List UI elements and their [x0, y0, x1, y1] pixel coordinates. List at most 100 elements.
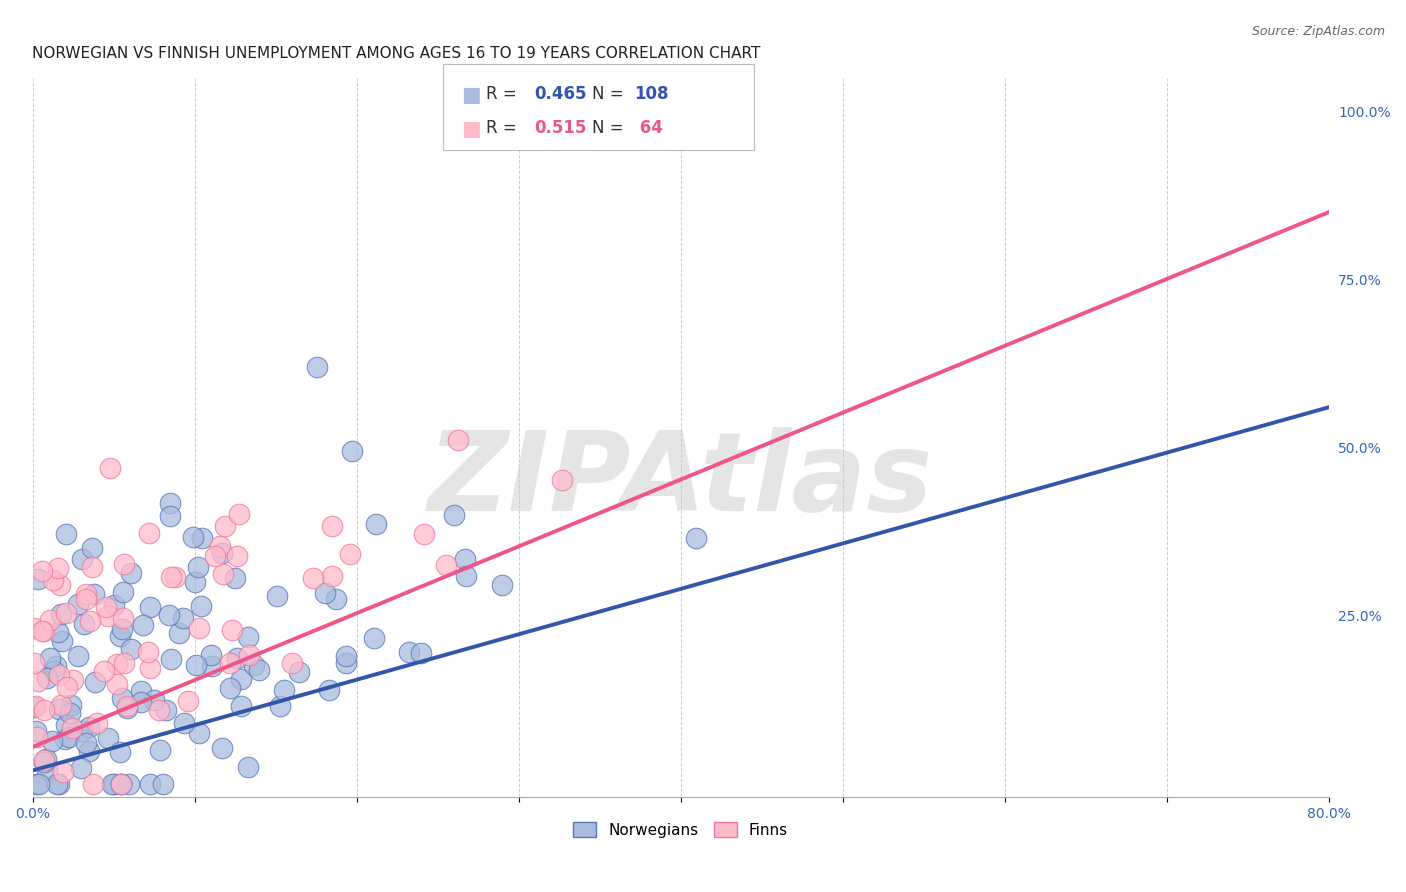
Point	[59, 706, 82, 720]
Text: N =: N =	[592, 85, 628, 103]
Text: 0.515: 0.515	[534, 119, 586, 136]
Point	[103, 598, 125, 612]
Point	[118, 777, 141, 791]
Point	[46, 624, 69, 639]
Point	[155, 703, 177, 717]
Point	[273, 682, 295, 697]
Point	[24, 723, 46, 738]
Point	[211, 567, 233, 582]
Point	[218, 681, 240, 695]
Point	[110, 629, 132, 643]
Text: R =: R =	[486, 85, 523, 103]
Point	[138, 526, 160, 541]
Point	[98, 460, 121, 475]
Point	[201, 659, 224, 673]
Point	[49, 607, 72, 621]
Point	[27, 572, 49, 586]
Point	[27, 673, 49, 688]
Point	[110, 777, 132, 791]
Point	[32, 755, 55, 769]
Point	[685, 531, 707, 545]
Point	[152, 777, 174, 791]
Point	[34, 752, 56, 766]
Point	[46, 561, 69, 575]
Text: 64: 64	[634, 119, 664, 136]
Point	[110, 777, 132, 791]
Point	[77, 720, 100, 734]
Point	[62, 673, 84, 687]
Point	[211, 546, 233, 560]
Point	[66, 597, 89, 611]
Point	[139, 600, 162, 615]
Point	[172, 610, 194, 624]
Point	[143, 692, 166, 706]
Text: ■: ■	[461, 85, 481, 104]
Point	[339, 547, 361, 561]
Point	[187, 560, 209, 574]
Point	[221, 623, 243, 637]
Point	[82, 777, 104, 791]
Point	[101, 777, 124, 791]
Point	[55, 718, 77, 732]
Point	[67, 649, 90, 664]
Point	[446, 433, 468, 447]
Point	[42, 665, 65, 679]
Point	[58, 730, 80, 744]
Point	[94, 599, 117, 614]
Point	[225, 651, 247, 665]
Point	[314, 585, 336, 599]
Point	[398, 645, 420, 659]
Point	[409, 646, 432, 660]
Point	[266, 590, 288, 604]
Point	[48, 578, 70, 592]
Text: ■: ■	[461, 119, 481, 138]
Point	[48, 777, 70, 791]
Point	[55, 526, 77, 541]
Point	[70, 761, 93, 775]
Point	[60, 698, 83, 713]
Point	[84, 674, 107, 689]
Point	[53, 731, 76, 746]
Point	[335, 649, 357, 664]
Point	[242, 657, 264, 672]
Point	[115, 699, 138, 714]
Point	[80, 541, 103, 556]
Point	[443, 508, 465, 523]
Point	[434, 558, 457, 572]
Point	[39, 651, 62, 665]
Point	[238, 648, 260, 662]
Point	[22, 700, 45, 714]
Point	[75, 736, 97, 750]
Point	[229, 699, 252, 714]
Point	[325, 592, 347, 607]
Point	[42, 573, 65, 587]
Text: 108: 108	[634, 85, 669, 103]
Point	[97, 608, 120, 623]
Point	[129, 684, 152, 698]
Point	[72, 617, 94, 632]
Point	[131, 695, 153, 709]
Point	[112, 585, 135, 599]
Point	[551, 473, 574, 487]
Point	[32, 753, 55, 767]
Point	[186, 658, 208, 673]
Point	[190, 599, 212, 614]
Point	[132, 617, 155, 632]
Point	[48, 668, 70, 682]
Text: N =: N =	[592, 119, 628, 136]
Point	[51, 634, 73, 648]
Point	[225, 549, 247, 563]
Point	[110, 777, 132, 791]
Point	[70, 723, 93, 738]
Point	[236, 760, 259, 774]
Point	[148, 703, 170, 717]
Point	[22, 656, 45, 670]
Point	[79, 614, 101, 628]
Point	[224, 570, 246, 584]
Point	[111, 690, 134, 705]
Point	[93, 664, 115, 678]
Point	[112, 557, 135, 571]
Point	[39, 613, 62, 627]
Point	[236, 630, 259, 644]
Point	[32, 624, 55, 638]
